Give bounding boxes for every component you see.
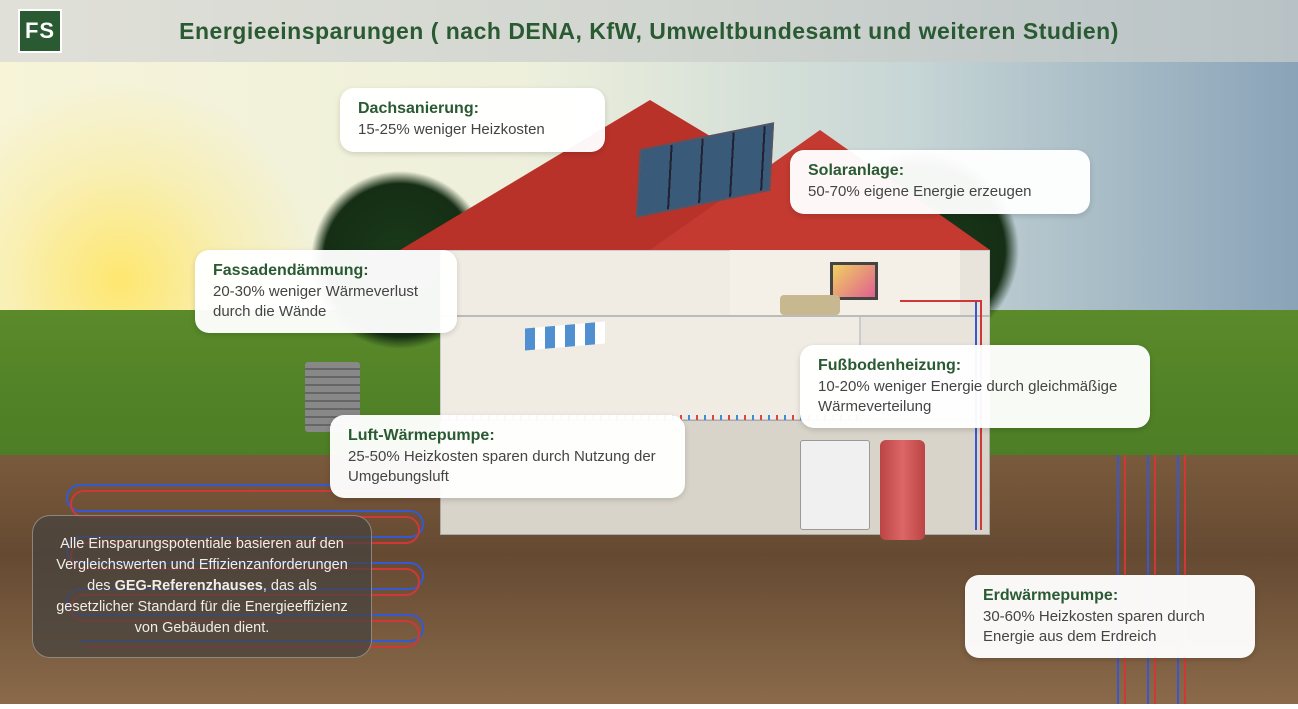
callout-title: Solaranlage: [808,162,1072,180]
floor-divider [440,315,990,317]
callout-solaranlage: Solaranlage: 50-70% eigene Energie erzeu… [790,150,1090,214]
callout-title: Dachsanierung: [358,100,587,118]
footnote-bold: GEG-Referenzhauses [115,578,263,594]
callout-dachsanierung: Dachsanierung: 15-25% weniger Heizkosten [340,88,605,152]
sofa-icon [780,295,840,315]
heating-unit-icon [800,440,870,530]
header-bar: FS Energieeinsparungen ( nach DENA, KfW,… [0,0,1298,62]
callout-title: Erdwärmepumpe: [983,587,1237,605]
callout-text: 10-20% weniger Energie durch gleichmäßig… [818,377,1132,416]
callout-text: 30-60% Heizkosten sparen durch Energie a… [983,607,1237,646]
callout-title: Fußbodenheizung: [818,357,1132,375]
pipe-red [900,300,980,302]
buffer-tank-icon [880,440,925,540]
page-title: Energieeinsparungen ( nach DENA, KfW, Um… [62,18,1280,45]
callout-title: Fassadendämmung: [213,262,439,280]
brand-logo: FS [18,9,62,53]
callout-text: 20-30% weniger Wärmeverlust durch die Wä… [213,282,439,321]
callout-fussbodenheizung: Fußbodenheizung: 10-20% weniger Energie … [800,345,1150,428]
footnote-box: Alle Einsparungspotentiale basieren auf … [32,515,372,658]
logo-text: FS [25,18,55,44]
callout-text: 25-50% Heizkosten sparen durch Nutzung d… [348,447,667,486]
callout-title: Luft-Wärmepumpe: [348,427,667,445]
callout-text: 15-25% weniger Heizkosten [358,120,587,140]
callout-fassadendaemmung: Fassadendämmung: 20-30% weniger Wärmever… [195,250,457,333]
callout-text: 50-70% eigene Energie erzeugen [808,182,1072,202]
callout-erdwaermepumpe: Erdwärmepumpe: 30-60% Heizkosten sparen … [965,575,1255,658]
callout-luft-waermepumpe: Luft-Wärmepumpe: 25-50% Heizkosten spare… [330,415,685,498]
